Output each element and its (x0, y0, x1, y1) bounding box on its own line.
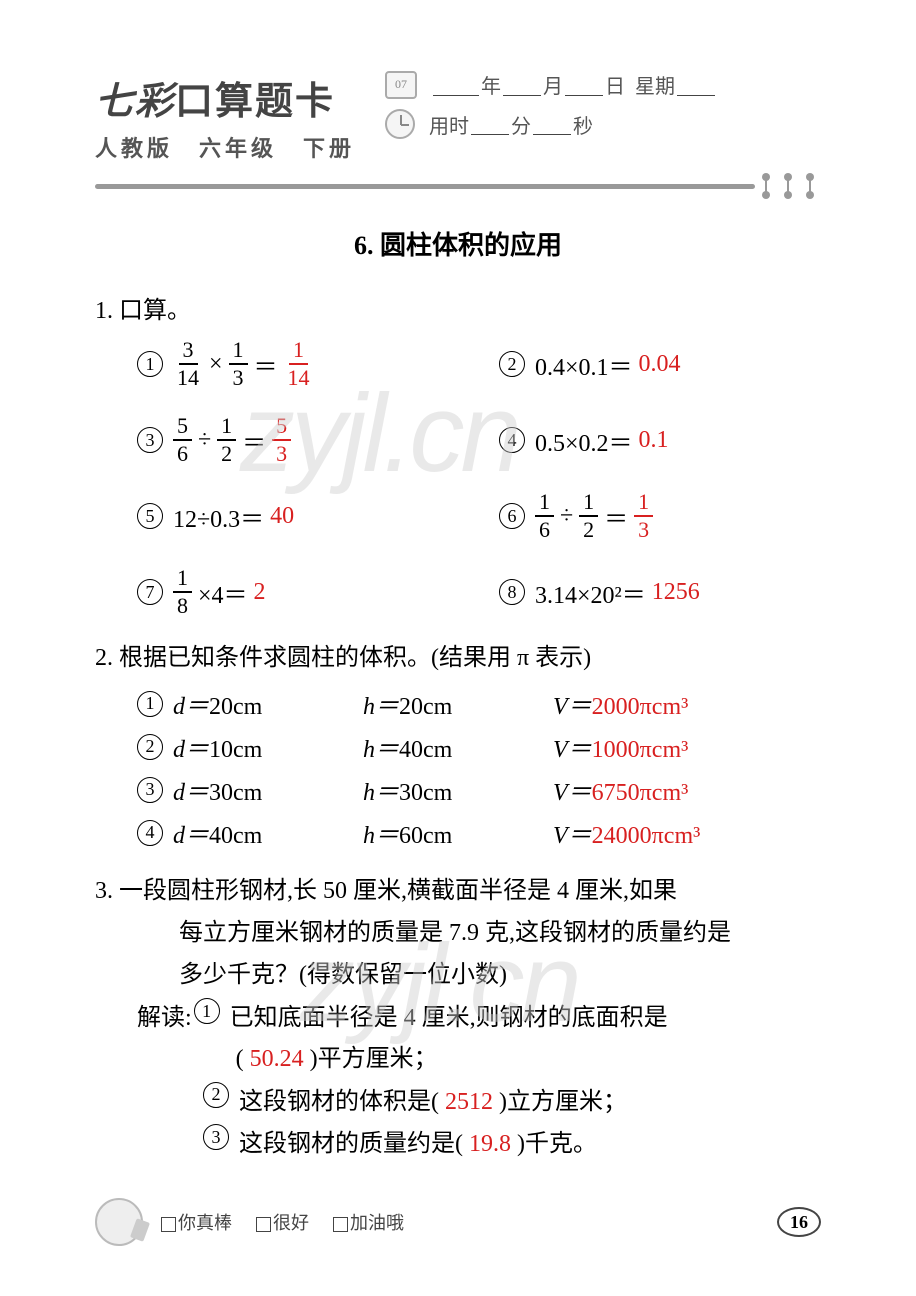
time-line: 用时分秒 (385, 109, 717, 139)
subtitle: 人教版 六年级 下册 (95, 131, 355, 163)
q2-row: 4d＝40cmh＝60cmV＝24000πcm³ (137, 815, 821, 850)
q2-row: 2d＝10cmh＝40cmV＝1000πcm³ (137, 729, 821, 764)
q1-item: 83.14×20²＝1256 (499, 567, 821, 617)
q3-item: 解读:1已知底面半径是 4 厘米,则钢材的底面积是 ( 50.24 )平方厘米； (95, 998, 821, 1080)
q1-item: 616÷12＝13 (499, 491, 821, 541)
page-footer: 你真棒很好加油哦 16 (95, 1198, 821, 1246)
q2-row: 3d＝30cmh＝30cmV＝6750πcm³ (137, 772, 821, 807)
q2-row: 1d＝20cmh＝20cmV＝2000πcm³ (137, 686, 821, 721)
mascot-icon (95, 1198, 143, 1246)
q1-head: 1. 口算。 (95, 290, 821, 325)
q1-item: 1314×13＝114 (137, 339, 459, 389)
date-line: 07 年 月 日 星期 (385, 70, 717, 99)
q3-item: 3这段钢材的质量约是( 19.8 )千克。 (95, 1124, 821, 1165)
check-option: 你真棒 (161, 1209, 232, 1235)
q3-item: 2这段钢材的体积是( 2512 )立方厘米； (95, 1082, 821, 1123)
clock-icon (385, 109, 415, 139)
q3-text: 3. 一段圆柱形钢材,长 50 厘米,横截面半径是 4 厘米,如果 每立方厘米钢… (95, 870, 821, 996)
calendar-icon: 07 (385, 71, 417, 99)
header-divider (95, 177, 821, 195)
q1-item: 512÷0.3＝40 (137, 491, 459, 541)
question-1: 1. 口算。 1314×13＝114 20.4×0.1＝0.04 356÷12＝53… (95, 290, 821, 617)
page-number: 16 (777, 1207, 821, 1237)
section-title: 6. 圆柱体积的应用 (95, 225, 821, 262)
check-option: 加油哦 (333, 1209, 404, 1235)
question-2: 2. 根据已知条件求圆柱的体积。(结果用 π 表示) 1d＝20cmh＝20cm… (95, 637, 821, 850)
main-title: 七彩口算题卡 (95, 70, 355, 125)
q1-item: 20.4×0.1＝0.04 (499, 339, 821, 389)
q2-head: 2. 根据已知条件求圆柱的体积。(结果用 π 表示) (95, 637, 821, 672)
q1-item: 356÷12＝53 (137, 415, 459, 465)
check-option: 很好 (256, 1209, 309, 1235)
question-3: 3. 一段圆柱形钢材,长 50 厘米,横截面半径是 4 厘米,如果 每立方厘米钢… (95, 870, 821, 1165)
q1-item: 40.5×0.2＝0.1 (499, 415, 821, 465)
page-header: 七彩口算题卡 人教版 六年级 下册 07 年 月 日 星期 用时分秒 (95, 70, 821, 163)
q1-item: 718×4＝2 (137, 567, 459, 617)
